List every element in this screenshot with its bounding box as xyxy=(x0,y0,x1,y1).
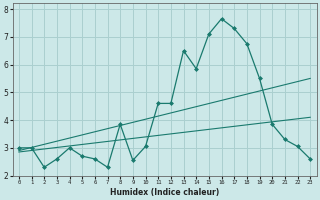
X-axis label: Humidex (Indice chaleur): Humidex (Indice chaleur) xyxy=(110,188,219,197)
